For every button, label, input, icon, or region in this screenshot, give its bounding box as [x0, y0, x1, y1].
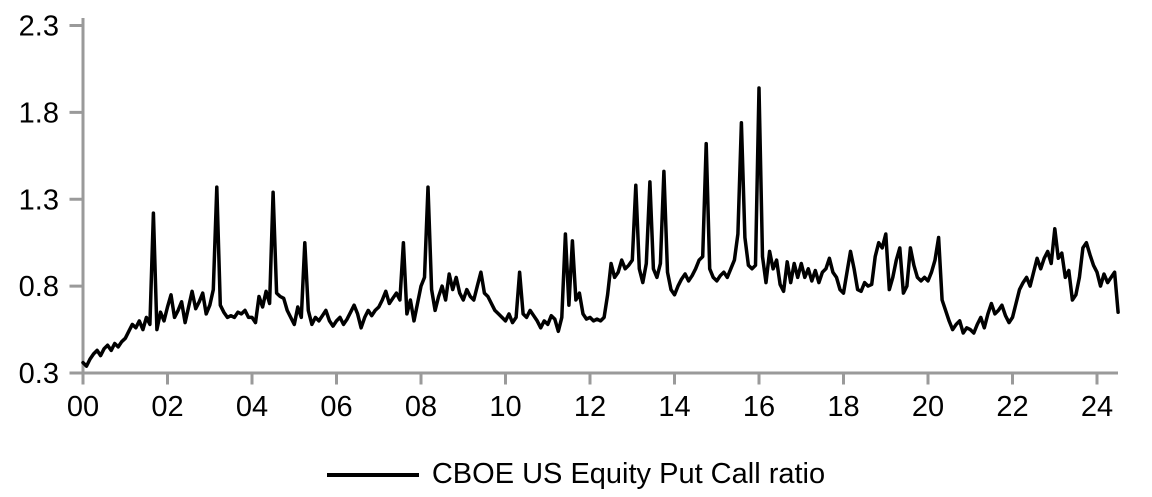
y-tick-label: 2.3 — [19, 11, 59, 43]
x-tick-label: 04 — [236, 391, 268, 423]
x-tick-label: 14 — [658, 391, 690, 423]
x-tick-label: 20 — [912, 391, 944, 423]
x-tick-label: 02 — [151, 391, 183, 423]
x-tick-label: 24 — [1081, 391, 1113, 423]
legend-line-swatch — [326, 473, 419, 478]
x-tick-label: 12 — [574, 391, 606, 423]
y-tick-label: 1.3 — [19, 184, 59, 216]
x-tick-label: 00 — [67, 391, 99, 423]
legend-series-label: CBOE US Equity Put Call ratio — [431, 458, 826, 491]
x-tick-label: 10 — [489, 391, 521, 423]
y-tick-label: 0.8 — [19, 271, 59, 303]
legend: CBOE US Equity Put Call ratio — [0, 458, 1152, 491]
x-tick-label: 06 — [320, 391, 352, 423]
x-tick-label: 22 — [996, 391, 1028, 423]
x-tick-label: 16 — [743, 391, 775, 423]
series-line — [81, 86, 1120, 368]
x-tick-label: 18 — [827, 391, 859, 423]
y-tick-label: 1.8 — [19, 97, 59, 129]
y-tick-label: 0.3 — [19, 358, 59, 390]
x-tick-label: 08 — [405, 391, 437, 423]
